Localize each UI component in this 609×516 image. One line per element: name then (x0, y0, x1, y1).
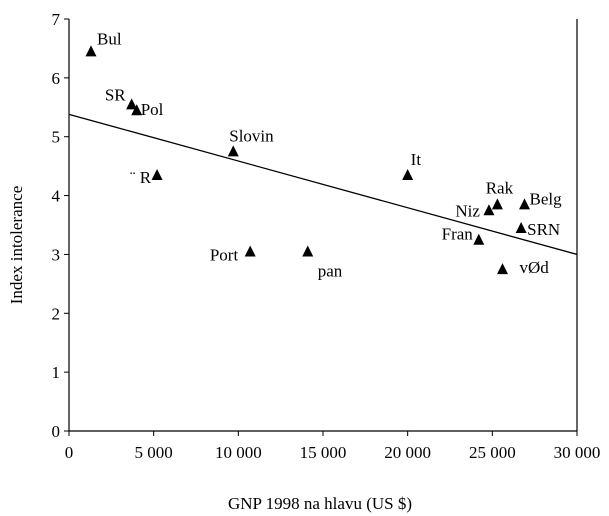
data-point-marker (483, 204, 495, 216)
data-point-label: Rak (486, 178, 514, 197)
data-point-marker (126, 98, 138, 110)
data-point-label: SRN (527, 220, 560, 239)
y-tick-label: 5 (52, 128, 61, 147)
data-point-marker (491, 198, 503, 210)
data-point-label: It (411, 150, 422, 169)
x-tick-label: 15 000 (300, 443, 347, 462)
data-point-marker (402, 168, 414, 180)
x-tick-label: 25 000 (469, 443, 516, 462)
data-point-label: Port (210, 245, 239, 264)
y-tick-label: 7 (52, 10, 61, 29)
trend-line (68, 113, 578, 256)
y-tick-label: 0 (52, 422, 61, 441)
data-point-label: Bul (97, 29, 122, 48)
data-point-label: vØd (519, 258, 549, 277)
data-point-marker (515, 221, 527, 233)
x-tick-label: 5 000 (135, 443, 173, 462)
data-point-marker (85, 45, 97, 57)
data-point-marker (131, 104, 143, 116)
data-point-marker (302, 245, 314, 257)
data-point-label: SR (105, 85, 126, 104)
axes (68, 19, 578, 432)
x-axis-label: GNP 1998 na hlavu (US $) (228, 494, 412, 513)
data-points: Bul SR Pol Slovin ¨ R It Rak Belg Niz SRN Fran Port… (85, 29, 563, 280)
y-axis-label: Index intolerance (7, 186, 26, 304)
x-tick-label: 30 000 (554, 443, 601, 462)
data-point-marker (519, 198, 531, 210)
data-point-label: Pol (141, 100, 164, 119)
data-point-marker (151, 168, 163, 180)
tick-labels: 0 1 2 3 4 5 6 7 0 5 000 10 000 15 000 20 000 25 000 30… (52, 10, 601, 462)
data-point-label: pan (318, 261, 343, 280)
data-point-label: Belg (530, 189, 563, 208)
y-tick-label: 2 (52, 304, 61, 323)
data-point-marker (473, 233, 485, 245)
data-point-marker (227, 145, 239, 157)
y-tick-label: 1 (52, 363, 61, 382)
x-tick-label: 20 000 (384, 443, 431, 462)
x-tick-label: 10 000 (215, 443, 262, 462)
y-tick-label: 4 (52, 187, 61, 206)
x-tick-label: 0 (65, 443, 74, 462)
y-tick-label: 6 (52, 69, 61, 88)
data-point-marker (244, 245, 256, 257)
data-point-label: Fran (442, 225, 474, 244)
data-point-label: Slovin (229, 126, 274, 145)
y-tick-label: 3 (52, 245, 61, 264)
data-point-label: ¨ R (130, 168, 152, 187)
data-point-marker (496, 263, 508, 275)
data-point-label: Niz (455, 201, 480, 220)
